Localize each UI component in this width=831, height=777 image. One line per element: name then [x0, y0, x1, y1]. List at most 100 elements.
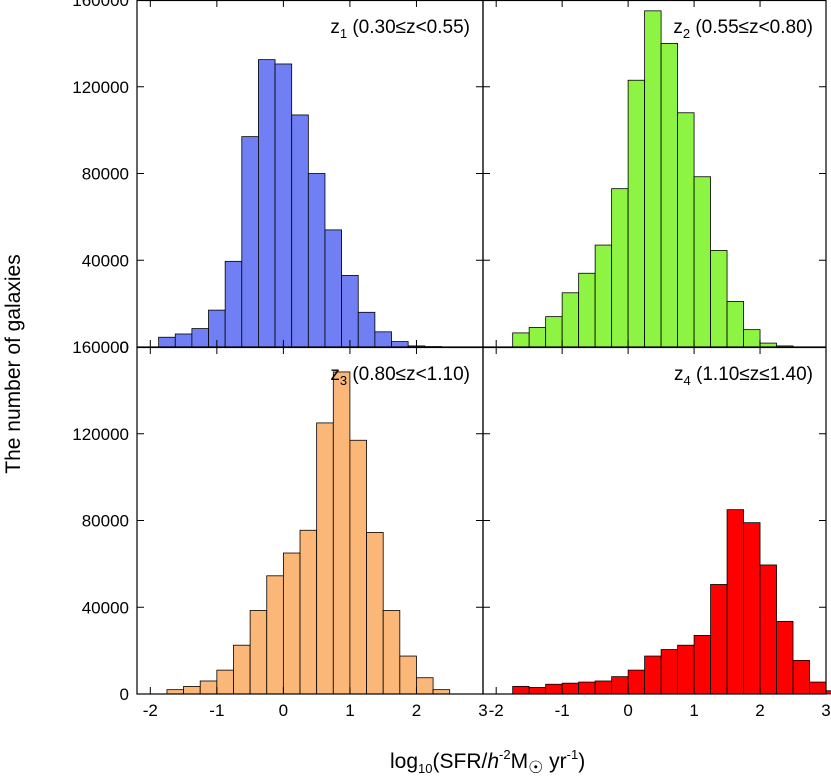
panel-label: z1 (0.30≤z<0.55) — [330, 17, 470, 41]
histogram-bar — [399, 655, 417, 695]
histogram-bar — [759, 564, 777, 695]
histogram-bar — [561, 682, 580, 695]
histogram-bar — [249, 610, 268, 695]
panel-label: z2 (0.55≤z<0.80) — [673, 17, 813, 41]
histogram-bar — [266, 575, 284, 695]
histogram-bar — [307, 173, 326, 348]
histogram-bar — [594, 244, 613, 348]
panel-label-sub: 2 — [683, 26, 690, 41]
histogram-bar — [809, 681, 827, 695]
histogram-bar — [528, 327, 547, 348]
panel-label-range: (0.30≤z<0.55) — [347, 17, 470, 38]
histogram-bar — [743, 522, 761, 695]
histogram-bar — [349, 439, 367, 695]
histogram-bar — [332, 371, 351, 695]
histogram-bar — [693, 176, 711, 348]
histogram-bar — [726, 301, 744, 348]
x-axis-label-yr: yr — [543, 750, 566, 773]
panel-label-z: z — [673, 17, 683, 38]
histogram-bar — [545, 683, 563, 695]
histogram-bar — [282, 552, 301, 695]
histogram-bar — [158, 336, 176, 348]
histogram-bar — [258, 59, 276, 348]
x-axis-label-h-exp: -2 — [499, 747, 511, 762]
histogram-bar — [660, 649, 678, 695]
histogram-bar — [578, 681, 596, 695]
histogram-bar — [611, 676, 629, 695]
histogram-bar — [224, 260, 243, 348]
histogram-bar — [512, 332, 530, 348]
y-tick-label: 0 — [120, 685, 129, 704]
histogram-bar — [627, 79, 646, 348]
histogram-bar — [174, 333, 193, 348]
histogram-bar — [792, 659, 810, 695]
x-tick-label: 1 — [689, 701, 698, 720]
histogram-bar — [432, 689, 451, 695]
histogram-bar — [660, 42, 678, 348]
panel-label-sub: 3 — [340, 373, 347, 388]
panel-label-range: (0.55≤z<0.80) — [690, 17, 813, 38]
x-axis-label-sun: ☉ — [528, 758, 543, 777]
histogram-bar — [199, 680, 218, 695]
histogram-bar — [611, 188, 629, 348]
panel-label: z3 (0.80≤z<1.10) — [330, 364, 470, 388]
x-tick-label: 2 — [755, 701, 764, 720]
histogram-bar — [644, 655, 662, 695]
x-tick-label: 3 — [478, 701, 487, 720]
histogram-bar — [825, 690, 831, 695]
histogram-bar — [677, 112, 695, 348]
histogram-bar — [391, 341, 409, 348]
x-axis-label-log: log — [390, 750, 418, 773]
x-tick-label: -2 — [489, 701, 504, 720]
y-tick-label: 120000 — [72, 425, 129, 444]
x-tick-label: -1 — [209, 701, 224, 720]
histogram-bar — [183, 686, 201, 695]
y-tick-label: 80000 — [82, 165, 129, 184]
histogram-bar — [233, 644, 251, 695]
x-tick-label: 2 — [412, 701, 421, 720]
histogram-bar — [743, 329, 761, 348]
x-tick-label: 0 — [279, 701, 288, 720]
histogram-bar — [324, 229, 343, 348]
x-tick-label: 3 — [821, 701, 830, 720]
histogram-bar — [644, 10, 662, 348]
x-tick-label: -1 — [555, 701, 570, 720]
panel-label-range: (0.80≤z<1.10) — [347, 364, 470, 385]
histogram-bar — [578, 272, 596, 348]
y-tick-label: 40000 — [82, 598, 129, 617]
panel-label-sub: 1 — [340, 26, 347, 41]
panel-label-z: z — [330, 364, 340, 385]
histogram-bar — [512, 686, 530, 695]
histogram-bar — [677, 644, 695, 695]
y-tick-label: 80000 — [82, 512, 129, 531]
histogram-bar — [216, 669, 234, 695]
x-axis-label-close: ) — [578, 750, 585, 773]
histogram-bar — [374, 331, 392, 348]
y-tick-label: 160000 — [72, 0, 129, 10]
histogram-bar — [528, 687, 547, 695]
histogram-bar — [274, 63, 293, 348]
histogram-bar — [382, 610, 401, 695]
x-axis-label-sfr: (SFR/ — [433, 750, 488, 773]
histogram-bar — [166, 689, 184, 695]
panel-top-left: 0 40000 80000 120000 160000 z1 (0.30≤z<0.55) — [72, 0, 484, 357]
x-axis-label-h: h — [487, 750, 499, 773]
x-tick-label: 1 — [345, 701, 354, 720]
histogram-bar — [594, 680, 613, 695]
histogram-bar — [316, 422, 334, 695]
x-axis-label: log10(SFR/h-2M☉ yr-1) — [390, 747, 585, 777]
histogram-bar — [241, 136, 259, 348]
histogram-bar — [561, 292, 580, 348]
y-tick-label: 40000 — [82, 251, 129, 270]
histogram-bar — [291, 114, 309, 348]
x-axis-label-yr-exp: -1 — [567, 747, 579, 762]
panel-label-z: z — [330, 17, 340, 38]
y-tick-label: 0 — [120, 338, 129, 357]
histogram-bar — [627, 669, 646, 695]
x-tick-label: 0 — [623, 701, 632, 720]
panel-label-sub: 4 — [684, 373, 691, 388]
histogram-bar — [776, 620, 794, 695]
